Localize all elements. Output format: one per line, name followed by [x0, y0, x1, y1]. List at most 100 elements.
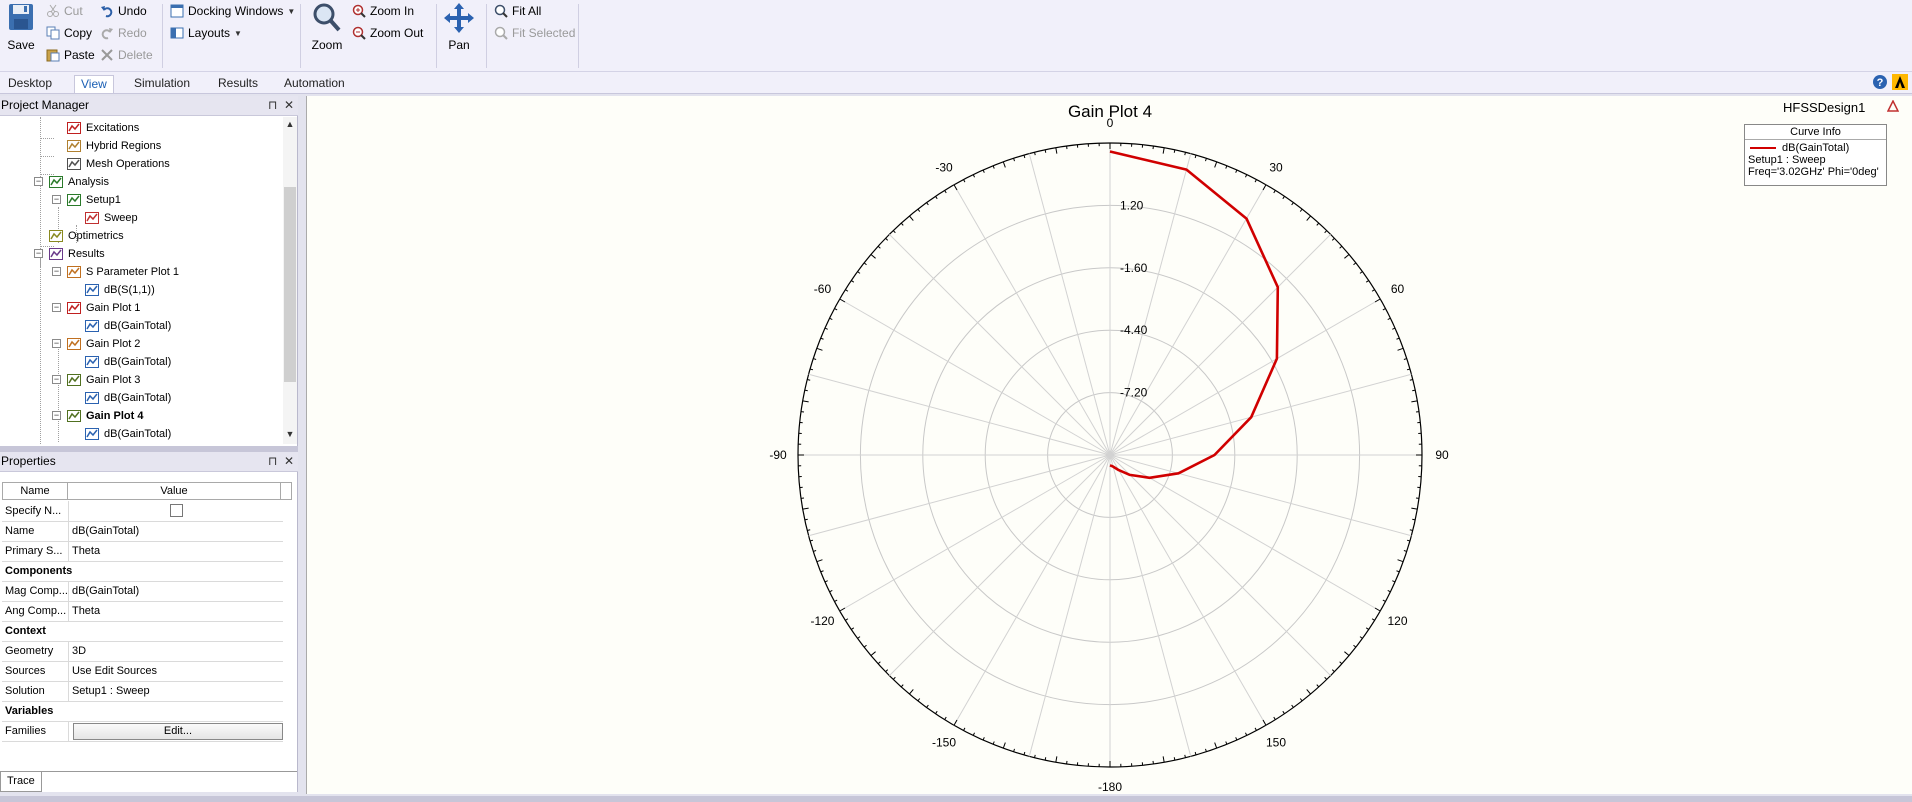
fit-selected-button[interactable]: Fit Selected: [494, 23, 575, 43]
pin-icon[interactable]: ⊓: [268, 98, 278, 112]
angle-tick-label: -60: [814, 282, 832, 296]
polar-plot-window[interactable]: Gain Plot 4 0 30 60 90 120 150 -180 -150 -120 -90 -…: [306, 96, 1912, 794]
tab-desktop[interactable]: Desktop: [8, 76, 53, 90]
polar-tick-mark: [839, 607, 846, 612]
polar-tick-mark: [1034, 152, 1036, 156]
property-row[interactable]: Solution Setup1 : Sweep: [2, 681, 283, 702]
ansys-mark-icon: [1887, 100, 1899, 112]
property-row[interactable]: Primary S... Theta: [2, 541, 283, 562]
tree-collapse-toggle[interactable]: −: [34, 248, 43, 258]
tree-item[interactable]: dB(GainTotal): [84, 317, 171, 335]
layouts-button[interactable]: Layouts ▼: [170, 23, 242, 43]
pan-button[interactable]: Pan: [440, 0, 478, 60]
tree-item[interactable]: Gain Plot 2: [66, 335, 140, 353]
tree-item[interactable]: Results: [48, 245, 105, 263]
polar-tick-mark: [1245, 732, 1248, 736]
column-header-name[interactable]: Name: [2, 482, 68, 500]
column-header-value[interactable]: Value: [67, 482, 281, 500]
scroll-up-arrow-icon[interactable]: ▲: [285, 119, 295, 129]
property-value[interactable]: Use Edit Sources: [68, 661, 283, 682]
property-row[interactable]: Name dB(GainTotal): [2, 521, 283, 542]
project-tree-scrollbar[interactable]: ▲ ▼: [283, 117, 297, 444]
property-value[interactable]: [68, 501, 283, 522]
property-name: Families: [2, 721, 69, 742]
save-button[interactable]: Save: [2, 0, 40, 60]
tree-collapse-toggle[interactable]: −: [52, 338, 61, 348]
docking-windows-button[interactable]: Docking Windows ▼: [170, 1, 295, 21]
tree-item[interactable]: Hybrid Regions: [66, 137, 161, 155]
tree-item[interactable]: Setup1: [66, 191, 121, 209]
zoom-button[interactable]: Zoom: [308, 0, 346, 60]
property-value[interactable]: 3D: [68, 641, 283, 662]
panel-splitter[interactable]: [0, 446, 298, 452]
tab-simulation[interactable]: Simulation: [134, 76, 191, 90]
scroll-down-arrow-icon[interactable]: ▼: [285, 429, 295, 439]
tree-collapse-toggle[interactable]: −: [52, 302, 61, 312]
property-row[interactable]: Sources Use Edit Sources: [2, 661, 283, 682]
property-row[interactable]: Mag Comp... dB(GainTotal): [2, 581, 283, 602]
zoom-in-button[interactable]: Zoom In: [352, 1, 414, 21]
polar-tick-mark: [926, 202, 929, 206]
property-row[interactable]: Ang Comp... Theta: [2, 601, 283, 622]
tree-item[interactable]: dB(GainTotal): [84, 425, 171, 443]
close-icon[interactable]: ✕: [284, 98, 295, 112]
tree-item[interactable]: dB(GainTotal): [84, 353, 171, 371]
tree-collapse-toggle[interactable]: −: [34, 176, 43, 186]
tree-item[interactable]: Gain Plot 3: [66, 371, 140, 389]
zoom-out-button[interactable]: Zoom Out: [352, 23, 423, 43]
scrollbar-thumb[interactable]: [284, 187, 296, 382]
tab-automation[interactable]: Automation: [284, 76, 345, 90]
tree-item[interactable]: Gain Plot 1: [66, 299, 140, 317]
delete-button[interactable]: Delete: [100, 45, 153, 65]
polar-tick-mark: [982, 737, 985, 741]
tree-item[interactable]: dB(S(1,1)): [84, 281, 155, 299]
redo-button[interactable]: Redo: [100, 23, 147, 43]
cut-button[interactable]: Cut: [46, 1, 83, 21]
close-icon[interactable]: ✕: [284, 454, 295, 468]
help-icon[interactable]: ?: [1872, 74, 1888, 90]
tab-results[interactable]: Results: [218, 76, 259, 90]
tab-view[interactable]: View: [74, 75, 114, 93]
pin-icon[interactable]: ⊓: [268, 454, 278, 468]
copy-button[interactable]: Copy: [46, 23, 92, 43]
cut-label: Cut: [64, 4, 83, 18]
property-value[interactable]: dB(GainTotal): [68, 581, 283, 602]
property-name: Specify N...: [2, 501, 69, 522]
undo-icon: [101, 6, 113, 18]
tree-item[interactable]: Sweep: [84, 209, 138, 227]
property-row[interactable]: Families Edit...: [2, 721, 283, 742]
fit-selected-label: Fit Selected: [512, 26, 576, 40]
property-name: Primary S...: [2, 541, 69, 562]
curve-info-legend[interactable]: Curve Info dB(GainTotal) Setup1 : Sweep …: [1744, 124, 1887, 186]
polar-tick-mark: [926, 704, 929, 708]
tree-item[interactable]: S Parameter Plot 1: [66, 263, 179, 281]
tree-item[interactable]: Optimetrics: [48, 227, 124, 245]
tree-collapse-toggle[interactable]: −: [52, 266, 61, 276]
tree-item[interactable]: Excitations: [66, 119, 139, 137]
property-value[interactable]: Theta: [68, 541, 283, 562]
fit-all-button[interactable]: Fit All: [494, 1, 541, 21]
tree-item[interactable]: Analysis: [48, 173, 109, 191]
paste-button[interactable]: Paste: [46, 45, 95, 65]
undo-button[interactable]: Undo: [100, 1, 147, 21]
tree-item[interactable]: Gain Plot 4: [66, 407, 143, 425]
property-value[interactable]: Theta: [68, 601, 283, 622]
tree-collapse-toggle[interactable]: −: [52, 194, 61, 204]
property-value[interactable]: Setup1 : Sweep: [68, 681, 283, 702]
property-row[interactable]: Specify N...: [2, 501, 283, 522]
property-value[interactable]: dB(GainTotal): [68, 521, 283, 542]
trace-tab[interactable]: Trace: [0, 772, 42, 792]
edit-families-button[interactable]: Edit...: [72, 722, 283, 740]
polar-grid-spoke: [953, 184, 1111, 456]
tree-collapse-toggle[interactable]: −: [52, 374, 61, 384]
tree-item[interactable]: Mesh Operations: [66, 155, 170, 173]
polar-tick-mark: [1403, 550, 1407, 552]
polar-tick-mark: [1299, 698, 1303, 702]
polar-tick-mark: [1235, 737, 1238, 741]
save-icon: [9, 4, 33, 30]
polar-tick-mark: [1194, 751, 1197, 756]
specify-name-checkbox[interactable]: [169, 504, 183, 518]
property-row[interactable]: Geometry 3D: [2, 641, 283, 662]
tree-collapse-toggle[interactable]: −: [52, 410, 61, 420]
tree-item[interactable]: dB(GainTotal): [84, 389, 171, 407]
